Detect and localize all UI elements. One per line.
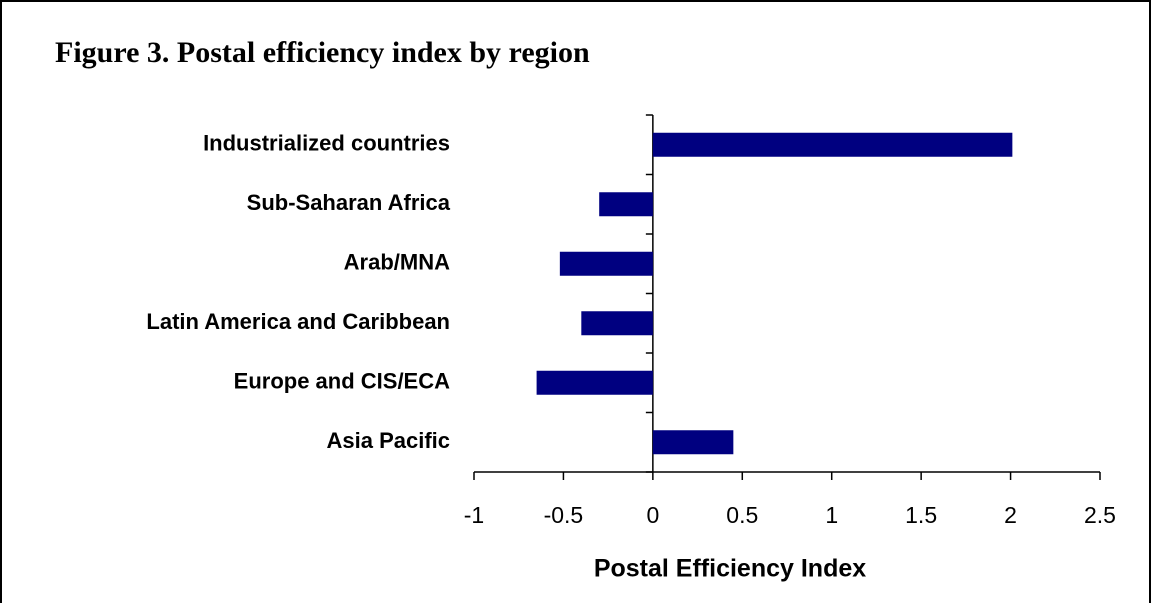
bar <box>599 192 653 217</box>
category-label: Arab/MNA <box>344 250 450 275</box>
chart-title: Figure 3. Postal efficiency index by reg… <box>55 36 590 69</box>
bar <box>536 370 653 395</box>
x-tick-label: 0.5 <box>726 502 758 528</box>
x-tick-label: 1 <box>825 502 838 528</box>
x-tick-label: -0.5 <box>544 502 584 528</box>
bar <box>652 132 1013 157</box>
x-tick-label: 0 <box>646 502 659 528</box>
x-tick-label: -1 <box>464 502 484 528</box>
x-tick-label: 2.5 <box>1084 502 1116 528</box>
category-label: Asia Pacific <box>326 428 450 453</box>
x-axis-title: Postal Efficiency Index <box>594 555 866 583</box>
bar <box>581 311 653 336</box>
category-label: Sub-Saharan Africa <box>247 190 451 215</box>
x-tick-label: 2 <box>1004 502 1017 528</box>
x-tick-label: 1.5 <box>905 502 937 528</box>
category-label: Industrialized countries <box>203 131 450 156</box>
category-label: Europe and CIS/ECA <box>234 369 450 394</box>
bar <box>559 251 653 276</box>
category-label: Latin America and Caribbean <box>146 309 450 334</box>
bar <box>652 430 734 455</box>
